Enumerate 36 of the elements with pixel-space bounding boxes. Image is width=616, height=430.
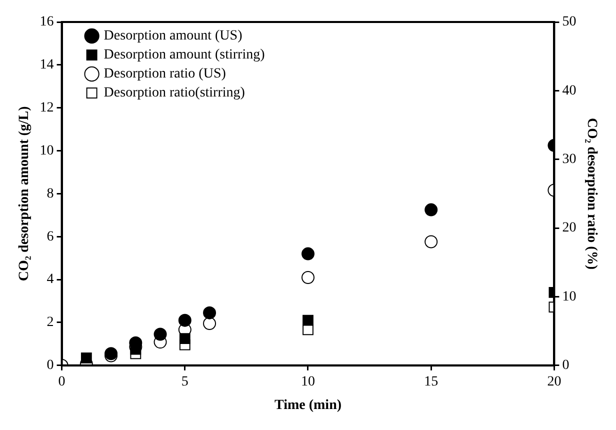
y2-axis-title: CO₂ desorption ratio (%) [584,118,599,270]
point [302,314,314,326]
y2-tick-label: 20 [562,220,576,236]
point [302,270,314,284]
y-tick-label: 6 [46,229,54,244]
y-tick-label: 2 [46,315,54,330]
y-tick-label: 16 [40,14,54,30]
x-tick-label: 20 [547,374,562,390]
point [80,352,92,364]
y2-tick-label: 40 [562,83,576,98]
point [203,306,216,320]
y2-tick-label: 10 [562,289,576,304]
x-tick-label: 15 [424,374,438,390]
legend-label: Desorption ratio(stirring) [104,86,246,101]
x-axis-title: Time (min) [274,398,342,414]
legend-label: Desorption amount (US) [104,28,243,44]
legend-label: Desorption amount (stirring) [104,48,266,63]
y-tick-label: 10 [40,143,54,158]
x-tick-label: 5 [181,374,188,390]
y-tick-label: 4 [46,272,54,288]
y-tick-label: 14 [40,58,54,73]
y-tick-label: 12 [40,100,54,116]
legend-label: Desorption ratio (US) [104,66,226,82]
y-tick-label: 0 [46,358,54,374]
y-tick-label: 8 [46,186,54,202]
x-tick-label: 10 [301,374,315,390]
y2-tick-label: 50 [562,14,576,30]
point [203,317,216,330]
y2-tick-label: 30 [562,152,576,168]
point [178,314,192,327]
x-tick-label: 0 [58,374,66,390]
point [179,333,190,344]
point [302,247,314,260]
y-axis-title: CO₂ desorption amount (g/L) [17,106,32,282]
y2-tick-label: 0 [562,358,570,374]
point [154,328,167,341]
